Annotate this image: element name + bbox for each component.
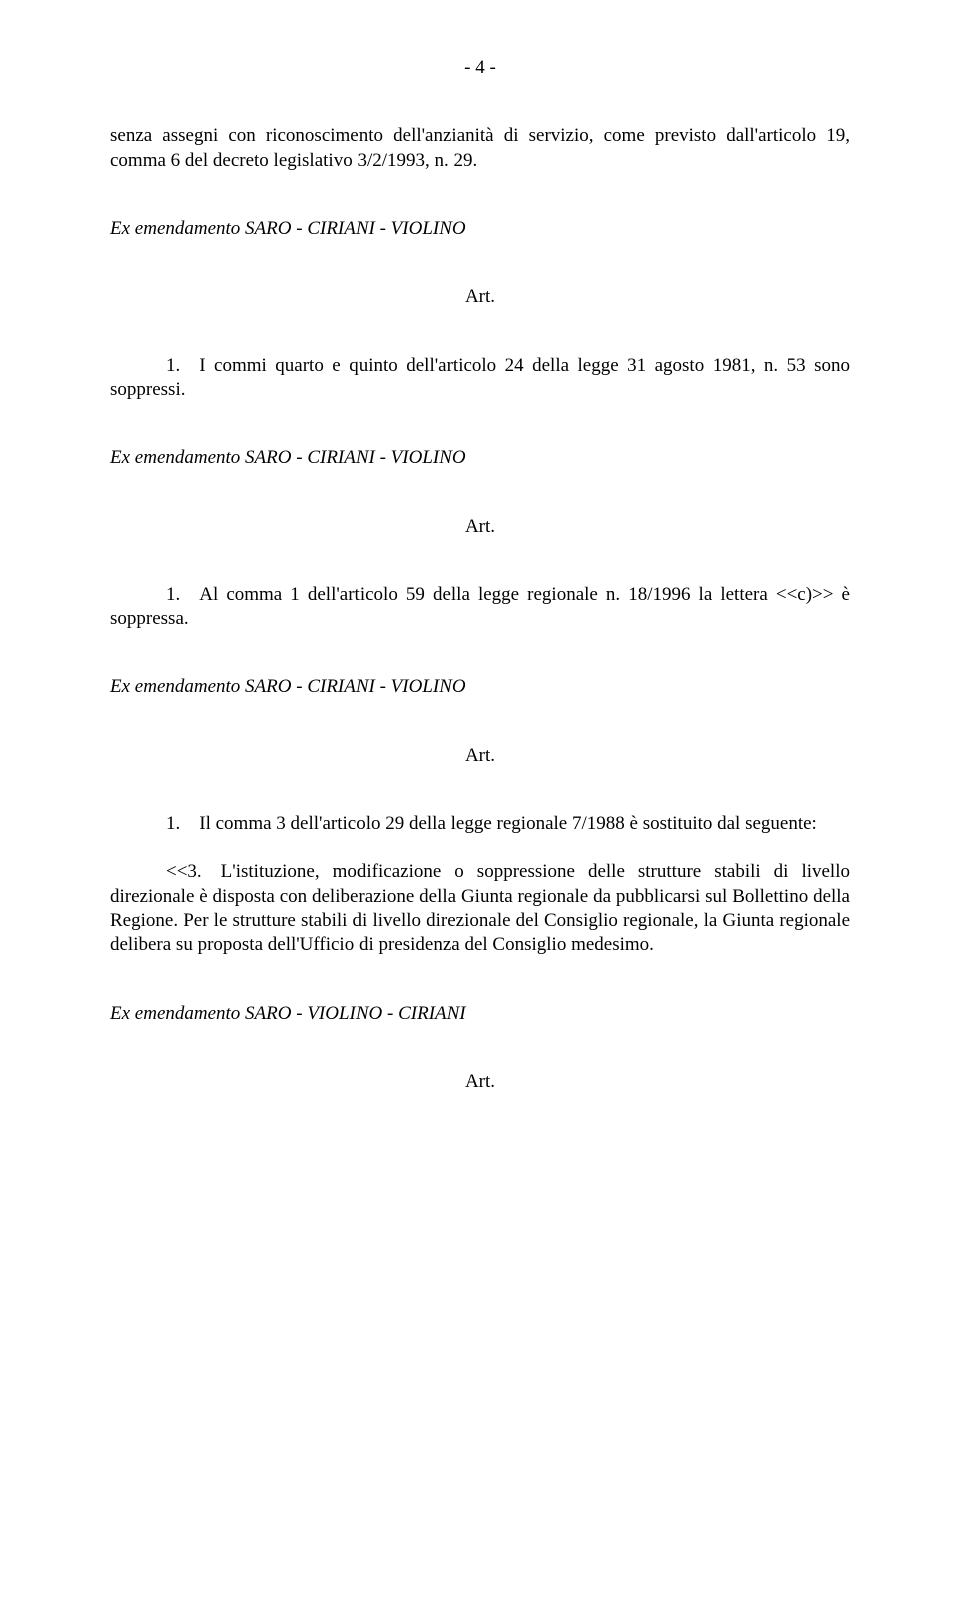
paragraph-art2: 1. Al comma 1 dell'articolo 59 della leg… bbox=[110, 583, 850, 632]
amendment-note-3: Ex emendamento SARO - CIRIANI - VIOLINO bbox=[110, 675, 850, 699]
article-heading-3: Art. bbox=[110, 744, 850, 768]
article-heading-2: Art. bbox=[110, 515, 850, 539]
paragraph-art3b: <<3. L'istituzione, modificazione o sopp… bbox=[110, 860, 850, 957]
amendment-note-4: Ex emendamento SARO - VIOLINO - CIRIANI bbox=[110, 1002, 850, 1026]
amendment-note-1: Ex emendamento SARO - CIRIANI - VIOLINO bbox=[110, 217, 850, 241]
paragraph-art3a: 1. Il comma 3 dell'articolo 29 della leg… bbox=[110, 812, 850, 836]
paragraph-art1: 1. I commi quarto e quinto dell'articolo… bbox=[110, 354, 850, 403]
article-heading-1: Art. bbox=[110, 285, 850, 309]
article-heading-4: Art. bbox=[110, 1070, 850, 1094]
amendment-note-2: Ex emendamento SARO - CIRIANI - VIOLINO bbox=[110, 446, 850, 470]
paragraph-intro: senza assegni con riconoscimento dell'an… bbox=[110, 124, 850, 173]
page-number: - 4 - bbox=[110, 56, 850, 80]
